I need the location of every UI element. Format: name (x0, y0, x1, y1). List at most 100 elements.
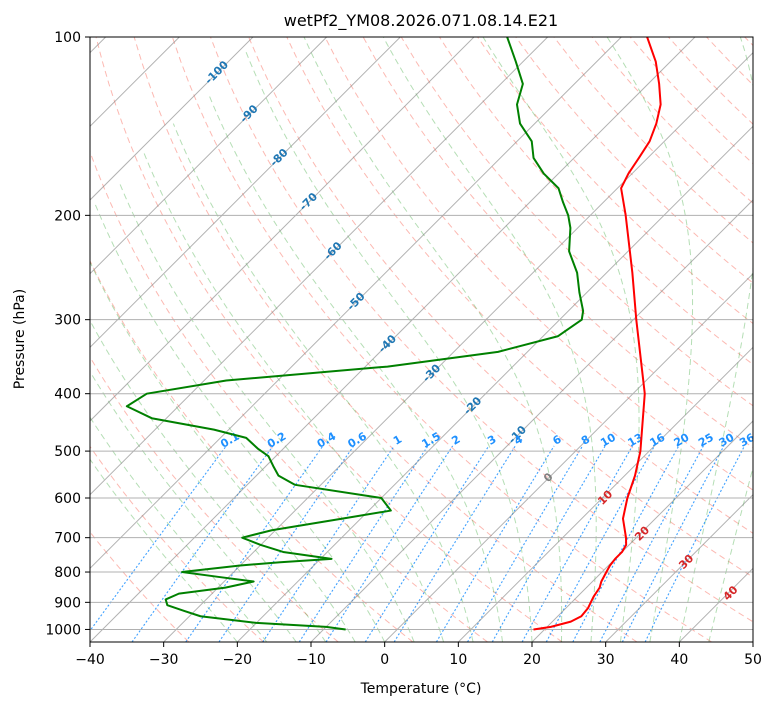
y-tick-label: 1000 (45, 622, 81, 638)
moist-adiabat-line (90, 260, 356, 642)
moist-adiabat-line (382, 37, 597, 642)
y-tick-label: 900 (54, 595, 81, 611)
mixing-ratio-line (218, 445, 355, 642)
mixing-ratio-line (393, 445, 516, 642)
mixing-ratio-label: 0.6 (345, 429, 369, 450)
dry-adiabat-line (90, 356, 339, 642)
moist-adiabat-line (93, 201, 386, 642)
dry-adiabat-line (90, 531, 190, 642)
dry-adiabat-line (591, 37, 753, 204)
x-axis-title: Temperature (°C) (360, 681, 482, 697)
isotherm-line (605, 493, 753, 642)
moist-adiabat-label: 40 (721, 583, 741, 603)
mixing-ratio-label: 1.5 (420, 430, 443, 451)
y-axis: 100 200 300 400 500 600 700 800 900 1000 (45, 30, 90, 638)
x-tick-label: −20 (223, 652, 253, 668)
isotherm-line (236, 125, 753, 642)
moist-adiabat-line (90, 416, 268, 642)
isotherm-line (90, 37, 475, 422)
dry-adiabat-line (133, 37, 638, 642)
mixing-ratio-line (521, 445, 633, 642)
x-tick-label: 40 (670, 652, 688, 668)
y-tick-label: 200 (54, 208, 81, 224)
x-tick-label: 10 (449, 652, 467, 668)
isotherm-line (90, 37, 622, 570)
moist-adiabat-line (303, 37, 563, 642)
mixing-ratio-line (467, 445, 584, 642)
moist-adiabat-line (142, 149, 445, 642)
mixing-ratio-label: 1 (391, 433, 404, 448)
mixing-ratio-line (435, 445, 555, 642)
chart-title: wetPf2_YM08.2026.071.08.14.E21 (284, 11, 558, 31)
x-tick-label: 20 (523, 652, 541, 668)
mixing-ratio-line (621, 445, 725, 642)
mixing-ratio-label: 30 (717, 431, 737, 450)
x-tick-label: 50 (744, 652, 762, 668)
x-axis: −40 −30 −20 −10 0 10 20 30 40 50 (75, 642, 762, 668)
moist-adiabat-line (90, 370, 297, 642)
y-tick-label: 800 (54, 565, 81, 581)
y-tick-label: 500 (54, 444, 81, 460)
isotherm-line (457, 346, 753, 642)
dry-adiabat-line (90, 445, 264, 642)
isotherm-line (752, 641, 753, 642)
moist-adiabat-line (678, 37, 753, 642)
moist-adiabat-line (708, 465, 753, 642)
dry-adiabat-line (210, 37, 753, 623)
mixing-ratio-label: 2 (449, 433, 462, 448)
temperature-line (533, 37, 662, 631)
isotherm-line (531, 420, 753, 642)
isotherm-line (90, 37, 549, 496)
mixing-ratio-line (364, 445, 490, 642)
y-tick-label: 700 (54, 531, 81, 547)
isotherm-line (384, 272, 753, 642)
isotherm-line (163, 51, 753, 642)
profile-lines (125, 37, 662, 631)
moist-adiabat-line (606, 37, 694, 642)
y-tick-label: 400 (54, 387, 81, 403)
moist-adiabat-line (208, 94, 504, 642)
moist-adiabat-line (244, 49, 533, 642)
moist-adiabat-line (482, 37, 640, 642)
mixing-ratio-label: 3 (485, 433, 498, 448)
x-tick-label: −30 (149, 652, 179, 668)
dry-adiabat-line (744, 37, 753, 47)
y-tick-label: 300 (54, 313, 81, 329)
mixing-ratio-label: 6 (551, 432, 564, 447)
moist-adiabat-line (90, 319, 327, 642)
mixing-ratio-line (131, 445, 274, 642)
isopleth-labels: -100-90-80-70-60-50-40-30-20-1000.1 0.2 0.… (202, 58, 757, 603)
x-tick-label: −40 (75, 652, 105, 668)
isotherm-line (90, 37, 696, 642)
dry-adiabat-line (553, 37, 753, 244)
dry-adiabat-line (286, 37, 753, 534)
mixing-ratio-label: 36 (737, 431, 757, 450)
dry-adiabat-line (668, 37, 753, 125)
mixing-ratio-line (599, 445, 704, 642)
x-tick-label: −10 (296, 652, 326, 668)
moist-adiabat-line (90, 458, 238, 642)
dry-adiabat-line (248, 37, 753, 578)
mixing-ratio-line (325, 445, 454, 642)
dry-adiabat-line (171, 37, 712, 642)
moist-adiabat-label: 20 (632, 523, 652, 543)
mixing-ratio-label: 0.4 (315, 429, 339, 450)
y-tick-label: 100 (54, 30, 81, 46)
dry-adiabat-line (90, 259, 414, 642)
dewpoint-line (125, 37, 585, 631)
mixing-ratio-label: 25 (696, 431, 716, 450)
y-axis-title: Pressure (hPa) (12, 289, 28, 389)
x-tick-label: 0 (380, 652, 389, 668)
dry-adiabat-line (90, 150, 488, 642)
background-lines (90, 37, 753, 642)
isotherm-line (310, 199, 753, 642)
isotherm-line (90, 37, 254, 201)
isotherm-line (678, 567, 753, 642)
dry-adiabat-line (324, 37, 753, 491)
isotherm-line (90, 37, 328, 275)
x-tick-label: 30 (597, 652, 615, 668)
mixing-ratio-label: 20 (672, 431, 692, 450)
mixing-ratio-line (185, 445, 324, 642)
moist-adiabat-line (118, 180, 415, 642)
